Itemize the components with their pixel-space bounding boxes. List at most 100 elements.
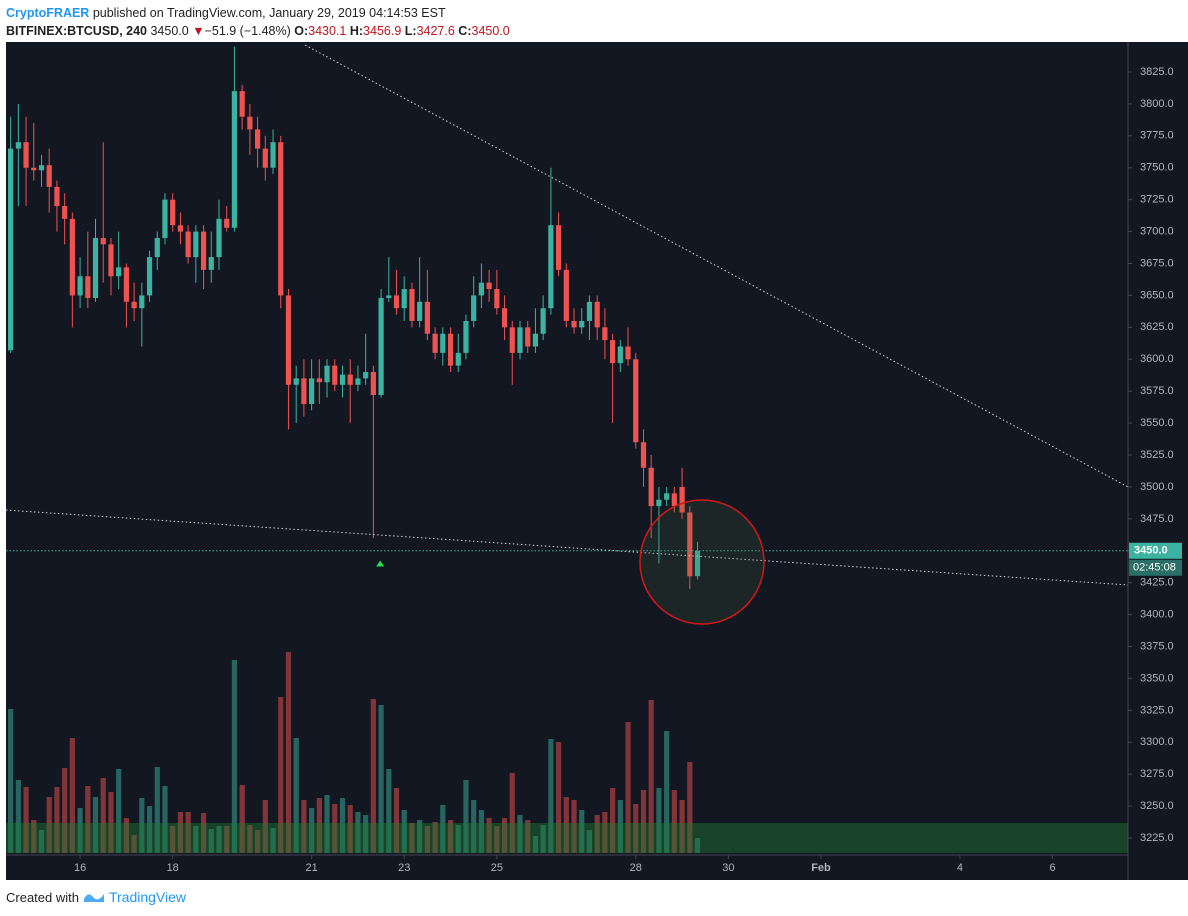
candle-body (170, 199, 176, 226)
ohlc-value: 3450.0 (471, 24, 510, 38)
volume-bar (224, 826, 230, 853)
candle-body (162, 199, 168, 238)
candle-body (254, 129, 261, 149)
volume-bar (571, 800, 577, 853)
candle-body (440, 333, 446, 353)
footer: Created with TradingView (6, 889, 186, 905)
change: −51.9 (−1.48%) (204, 24, 291, 38)
price-tag-label: 3450.0 (1134, 545, 1168, 557)
candle-body (231, 91, 238, 228)
brand[interactable]: TradingView (108, 889, 187, 905)
candle-body (224, 218, 230, 228)
y-tick-label: 3825.0 (1140, 66, 1174, 78)
y-tick-label: 3300.0 (1140, 736, 1174, 748)
volume-bar (200, 813, 207, 853)
candle-body (31, 167, 37, 171)
candle-body (401, 289, 407, 309)
candle-body (15, 142, 21, 149)
candle-body (471, 295, 477, 321)
y-tick-label: 3800.0 (1140, 98, 1174, 110)
candle-body (216, 218, 222, 258)
volume-bar (85, 786, 91, 853)
volume-bar (401, 810, 407, 853)
candle-body (370, 372, 376, 396)
x-tick-label: 4 (957, 862, 963, 874)
ohlc-label: C: (458, 24, 472, 38)
candle-body (417, 301, 423, 321)
author[interactable]: CryptoFRAER (6, 6, 90, 20)
candle-body (633, 359, 639, 443)
price-tag (1129, 542, 1182, 559)
x-tick-label: 21 (305, 862, 317, 874)
y-tick-label: 3575.0 (1140, 385, 1174, 397)
arrow: ▼ (192, 24, 205, 38)
volume-bar (324, 795, 330, 853)
candle-body (664, 493, 670, 500)
candle-body (386, 295, 392, 298)
volume-bar (517, 815, 523, 853)
candle-body (447, 333, 454, 366)
volume-bar (363, 815, 369, 853)
candle-body (656, 499, 662, 507)
volume-bar (139, 798, 145, 853)
candle-body (54, 186, 60, 207)
volume-bar (586, 830, 593, 853)
volume-bar (378, 705, 384, 853)
created: Created with (6, 889, 79, 905)
volume-bar (656, 788, 662, 853)
y-tick-label: 3325.0 (1140, 704, 1174, 716)
x-tick-label: 16 (74, 862, 86, 874)
x-tick-label: 18 (167, 862, 179, 874)
candle-body (648, 467, 654, 507)
countdown-tag (1129, 559, 1182, 576)
volume-bar (355, 812, 361, 853)
logo (83, 894, 104, 902)
volume-bar (594, 815, 600, 853)
ohlc-label: L: (404, 24, 417, 38)
candle-body (548, 225, 554, 309)
volume-bar (108, 792, 114, 853)
volume-bar (486, 818, 492, 853)
y-tick-label: 3600.0 (1140, 353, 1174, 365)
volume-bar (54, 787, 60, 853)
volume-bar (170, 826, 176, 853)
candle-body (363, 372, 369, 379)
volume-bar (31, 820, 37, 853)
circle-annotation (639, 499, 765, 625)
candle-body (694, 550, 701, 577)
volume-bar (447, 820, 454, 853)
volume-bar (231, 660, 238, 853)
candle-body (46, 165, 52, 187)
volume-bar (501, 818, 508, 853)
volume-bar (100, 778, 106, 853)
volume-bar (640, 790, 647, 853)
ohlc-label: H: (349, 24, 364, 38)
volume-bar (116, 769, 122, 853)
candle-body (208, 257, 214, 270)
candle-body (146, 257, 153, 296)
y-tick-label: 3425.0 (1140, 577, 1174, 589)
volume-bar (602, 812, 608, 853)
candle-body (687, 512, 693, 577)
published: published on TradingView.com, January 29… (89, 6, 446, 20)
volume-bar (455, 825, 461, 853)
candle-body (154, 237, 160, 258)
volume-bar (15, 780, 21, 853)
volume-bar (77, 808, 83, 853)
candle-body (339, 374, 346, 385)
y-tick-label: 3350.0 (1140, 672, 1174, 684)
publish-line: CryptoFRAER published on TradingView.com… (6, 4, 510, 22)
volume-bar (478, 810, 485, 853)
volume-bar (38, 830, 45, 853)
volume-bar (46, 797, 52, 853)
volume-bar (432, 822, 438, 853)
volume-bar (239, 785, 245, 853)
volume-bar (525, 820, 531, 853)
y-tick-label: 3400.0 (1140, 609, 1174, 621)
ohlc-value: 3430.1 (308, 24, 347, 38)
candle-body (293, 378, 299, 385)
candle-body (424, 301, 430, 334)
candle-body (131, 301, 137, 309)
y-tick-label: 3775.0 (1140, 130, 1174, 142)
